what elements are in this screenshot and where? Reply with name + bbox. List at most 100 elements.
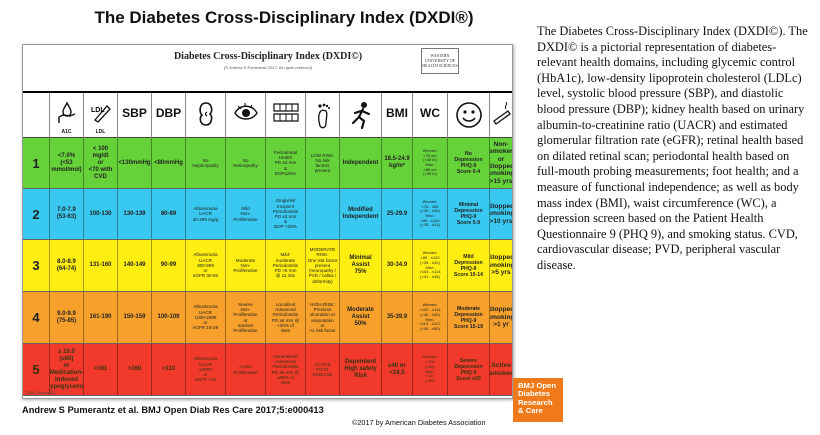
grade-row-3: 3 8.0-8.9 (64-74) 131-160 140-149 90-99 Album… xyxy=(23,240,512,292)
cell-wc: Women: >89 - ≤102 (>35 - ≤40) Men: >104 … xyxy=(412,240,447,291)
header-label-bmi: BMI xyxy=(386,106,408,120)
cell-foot xyxy=(305,189,339,239)
grade-number: 5 xyxy=(32,362,40,377)
header-cell-depression xyxy=(447,93,489,138)
cell-teeth: Generalized Advanced Periodontitis PD ≥6… xyxy=(265,344,305,395)
card-subtitle: (© Andrew S Pumerantz 2017. All rights r… xyxy=(223,65,313,70)
cell-depression: Moderate Depression PHQ-9 Score 15-19 xyxy=(447,292,489,343)
header-cell-dbp: DBP xyxy=(151,93,185,138)
header-cell-sbp: SBP xyxy=(117,93,151,138)
cell-eye: Active Proliferative xyxy=(225,344,265,395)
cell-ldl: 100-130 xyxy=(83,189,117,239)
grade-row-4: 4 9.0-9.9 (75-85) 161-190 150-159 100-109 Alb… xyxy=(23,292,512,344)
cell-sbp: 130-139 xyxy=(117,189,151,239)
journal-badge-line: & Care xyxy=(518,406,543,416)
card-footer: DXDI_RevMay2017 xyxy=(26,391,57,395)
header-cell-teeth xyxy=(265,93,305,138)
cell-wc: Women: >102 - ≤114 (>40 - ≤45) Men: >114… xyxy=(412,292,447,343)
cell-activity: Independent xyxy=(339,138,381,188)
cell-foot: MODERATE RISK: One risk factor present (… xyxy=(305,240,339,291)
grade-number: 1 xyxy=(32,155,40,171)
copyright: ©2017 by American Diabetes Association xyxy=(352,418,486,427)
card-title: Diabetes Cross-Disciplinary Index (DXDI©… xyxy=(173,51,363,62)
cell-depression: Minimal Depression PHQ-9 Score 5-9 xyxy=(447,189,489,239)
dxdi-index-card: Diabetes Cross-Disciplinary Index (DXDI©… xyxy=(22,44,513,399)
header-cell-ldl: LDL LDL xyxy=(83,93,117,138)
header-label-ldl: LDL xyxy=(95,129,106,135)
cell-sbp: 140-149 xyxy=(117,240,151,291)
cell-bmi: 25-29.9 xyxy=(381,189,412,239)
cell-bmi: ≥40 or <18.5 xyxy=(381,344,412,395)
cell-ldl: 131-160 xyxy=(83,240,117,291)
header-rule xyxy=(23,91,512,93)
cell-teeth: Mild- moderate Periodontitis PD >5 mm @ … xyxy=(265,240,305,291)
cell-sbp: >160 xyxy=(117,344,151,395)
cell-bmi: 18.5-24.9 kg/m² xyxy=(381,138,412,188)
cell-depression: No Depression PHQ-9 Score 0-4 xyxy=(447,138,489,188)
cell-kidney: No Nephropathy xyxy=(185,138,225,188)
cell-activity: Dependent High safety Risk xyxy=(339,344,381,395)
cell-dbp: 80-89 xyxy=(151,189,185,239)
header-cell-foot xyxy=(305,93,339,138)
cell-kidney: Albuminuria UACR 300-999 or eGFR 30-60 xyxy=(185,240,225,291)
cell-a1c: 8.0-8.9 (64-74) xyxy=(49,240,83,291)
grade-row-1: 1 <7.0% (<53 mmol/mol) < 100 mg/dl or <70 … xyxy=(23,138,512,189)
header-label-dbp: DBP xyxy=(155,106,182,120)
figure-title: The Diabetes Cross-Disciplinary Index (D… xyxy=(94,8,474,27)
header-cell-bmi: BMI xyxy=(381,93,412,138)
cell-eye: Mild Non- Proliferative xyxy=(225,189,265,239)
grade-number: 2 xyxy=(32,206,40,222)
header-cell-eye xyxy=(225,93,265,138)
header-cell-a1c: A1C xyxy=(49,93,83,138)
cell-smoking: Non- smoker or Stopped smoking >15 yrs xyxy=(489,138,512,188)
cell-teeth: Gingivitis/ Incipient Periodontitis PD ≤… xyxy=(265,189,305,239)
cell-bmi: 30-34.9 xyxy=(381,240,412,291)
cell-bmi: 35-39.9 xyxy=(381,292,412,343)
cell-eye: No Retinopathy xyxy=(225,138,265,188)
grade-number: 3 xyxy=(32,258,40,273)
cell-eye: Severe Non- Proliferative or Inactive Pr… xyxy=(225,292,265,343)
cell-activity: Modified Independent xyxy=(339,189,381,239)
cell-foot: ACTIVE FOOT DISEASE xyxy=(305,344,339,395)
journal-badge-line: Diabetes xyxy=(518,389,551,399)
cell-wc: Women: >76 - ≤89 (>30 - ≤35) Men: >89 - … xyxy=(412,189,447,239)
svg-text:LDL: LDL xyxy=(91,107,105,114)
cell-wc: Women: <76 cm (<30 in) Men: <89 cm (<35 … xyxy=(412,138,447,188)
cell-a1c: <7.0% (<53 mmol/mol) xyxy=(49,138,83,188)
header-cell-kidney xyxy=(185,93,225,138)
cell-teeth: Periodontal Health PD ≤3 mm & BOP≤25% xyxy=(265,138,305,188)
cell-teeth: Localized Advanced Periodontitis PD ≥6 m… xyxy=(265,292,305,343)
cell-ldl: < 100 mg/dl or <70 with CVD xyxy=(83,138,117,188)
cell-foot: HIGH RISK: Previous ulceration or amputa… xyxy=(305,292,339,343)
header-label-sbp: SBP xyxy=(122,106,147,120)
cell-dbp: 90-99 xyxy=(151,240,185,291)
cell-wc: Women: >114 (>45) Men: >127 (>50) xyxy=(412,344,447,395)
cell-smoking: Stopped smoking >1 yr xyxy=(489,292,512,343)
cell-kidney: Albuminuria UACR 1000-2999 or eGFR 15-29 xyxy=(185,292,225,343)
cell-activity: Moderate Assist 50% xyxy=(339,292,381,343)
domain-header-row: A1C LDL LDL SBP DBP BMI WC xyxy=(23,93,512,138)
cell-smoking: Stopped smoking >5 yrs xyxy=(489,240,512,291)
header-cell-wc: WC xyxy=(412,93,447,138)
grade-row-2: 2 7.0-7.9 (53-63) 100-130 130-139 80-89 Album… xyxy=(23,189,512,240)
cell-depression: Mild Depression PHQ-9 Score 10-14 xyxy=(447,240,489,291)
grade-number: 4 xyxy=(32,310,40,325)
cell-depression: Severe Depression PHQ-9 Score ≥20 xyxy=(447,344,489,395)
cell-activity: Minimal Assist 75% xyxy=(339,240,381,291)
cell-dbp: >110 xyxy=(151,344,185,395)
cell-a1c: 7.0-7.9 (53-63) xyxy=(49,189,83,239)
citation: Andrew S Pumerantz et al. BMJ Open Diab … xyxy=(22,405,324,415)
header-cell-smoking xyxy=(489,93,512,138)
header-label-wc: WC xyxy=(420,106,440,120)
cell-kidney: Albuminuria UACR 30-299 mg/g xyxy=(185,189,225,239)
header-cell-grade xyxy=(23,93,49,138)
cell-dbp: 100-109 xyxy=(151,292,185,343)
figure-caption: The Diabetes Cross-Disciplinary Index (D… xyxy=(537,24,808,272)
university-logo: WESTERN UNIVERSITY OF HEALTH SCIENCES xyxy=(421,48,459,74)
cell-smoking: Stopped smoking >10 yrs xyxy=(489,189,512,239)
journal-badge[interactable]: BMJ Open Diabetes Research & Care xyxy=(513,378,563,422)
cell-smoking: Active smoker xyxy=(489,344,512,395)
grade-row-5: 5 ≥ 10.0 (≥86) or Medication- induced hyp… xyxy=(23,344,512,396)
cell-eye: Moderate Non- Proliferative xyxy=(225,240,265,291)
journal-badge-line: Research xyxy=(518,397,553,407)
